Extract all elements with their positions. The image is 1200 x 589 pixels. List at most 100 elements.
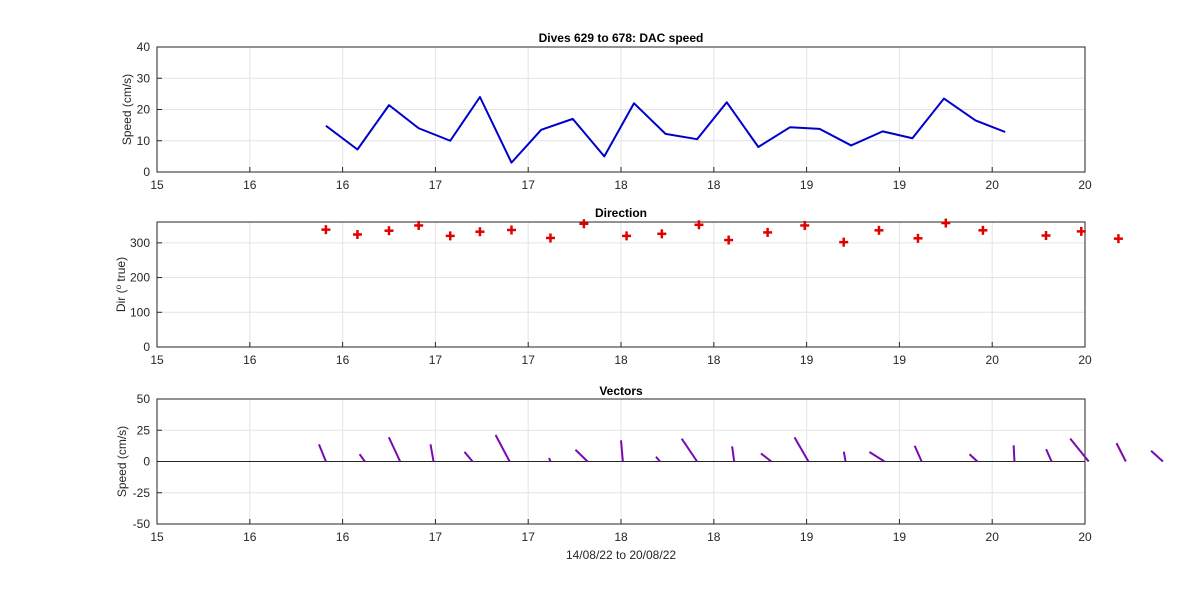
vector-stick [655,456,661,463]
x-tick-label: 16 [336,353,350,367]
direction-point [507,225,516,235]
vector-stick [1150,450,1164,463]
y-tick-label: 10 [137,134,151,148]
vectors-ticks: 15 16 16 17 17 18 18 19 19 20 20 -50 -25 0 25 50 [133,392,1092,544]
x-tick-label: 16 [336,178,350,192]
direction-point [763,227,773,237]
direction-markers [321,218,1123,247]
vector-stick [913,445,923,462]
direction-point [694,220,704,230]
speed-panel-title: Dives 629 to 678: DAC speed [539,31,704,45]
x-tick-label: 17 [522,530,536,544]
x-tick-label: 16 [243,530,257,544]
x-tick-label: 19 [893,530,907,544]
direction-panel-title: Direction [595,206,647,220]
direction-point [941,218,951,228]
x-tick-label: 17 [429,353,443,367]
x-tick-label: 19 [800,530,814,544]
direction-point [839,237,849,247]
y-tick-label: 25 [137,423,151,437]
vector-stick [1045,448,1053,462]
y-tick-label: -50 [133,517,151,531]
x-tick-label: 20 [986,530,1000,544]
x-tick-label: 19 [893,353,907,367]
direction-point [545,233,555,243]
vector-stick [731,446,736,462]
vector-stick [680,438,698,463]
vector-stick [574,449,589,463]
vector-stick [968,453,979,463]
x-tick-label: 19 [800,353,814,367]
vector-stick [358,453,366,463]
direction-point [622,231,632,241]
x-tick-label: 17 [429,178,443,192]
direction-point [978,225,988,235]
x-tick-label: 20 [986,353,1000,367]
vectors-x-axis-title: 14/08/22 to 20/08/22 [566,548,676,562]
direction-point [874,225,884,235]
vector-stick [318,443,327,462]
x-tick-label: 20 [1078,530,1092,544]
vector-stick [494,434,511,462]
direction-point [352,230,362,239]
x-tick-label: 18 [614,178,628,192]
x-tick-label: 17 [522,353,536,367]
direction-point [1041,231,1051,241]
x-tick-label: 17 [429,530,443,544]
y-tick-label: 100 [130,305,150,319]
vectors-panel: 15 16 16 17 17 18 18 19 19 20 20 -50 -25 0 25 50 Vector… [115,384,1164,562]
direction-point [579,219,589,229]
speed-panel: 15 16 16 17 17 18 18 19 19 20 20 0 10 20 30 40 Dives 62… [120,31,1092,192]
direction-point [800,220,810,230]
y-tick-label: 0 [143,455,150,469]
direction-point [321,225,331,235]
vector-stick [760,452,772,463]
x-tick-label: 16 [336,530,350,544]
x-tick-label: 16 [243,353,257,367]
x-tick-label: 20 [1078,178,1092,192]
y-tick-label: 0 [143,165,150,179]
x-tick-label: 19 [800,178,814,192]
direction-point [657,229,667,239]
y-tick-label: 0 [143,340,150,354]
vector-stick [842,451,847,462]
speed-series-line [325,96,1006,164]
speed-y-axis-title: Speed (cm/s) [120,74,134,145]
vectors-panel-title: Vectors [599,384,643,398]
vector-stick [1115,442,1127,462]
y-tick-label: 30 [137,71,151,85]
y-tick-label: -25 [133,486,151,500]
direction-point [414,220,424,230]
x-tick-label: 15 [150,530,164,544]
x-tick-label: 17 [522,178,536,192]
x-tick-label: 18 [707,530,721,544]
x-tick-label: 18 [614,530,628,544]
direction-point [445,231,455,241]
x-tick-label: 18 [614,353,628,367]
y-tick-label: 300 [130,236,150,250]
vector-sticks [318,434,1164,463]
y-tick-label: 20 [137,103,151,117]
direction-y-axis-title: Dir (o true) [114,257,129,312]
x-tick-label: 20 [986,178,1000,192]
y-tick-label: 200 [130,271,150,285]
vector-stick [1012,445,1016,462]
vector-stick [868,451,886,463]
x-tick-label: 16 [243,178,257,192]
x-tick-label: 18 [707,353,721,367]
vectors-y-axis-title: Speed (cm/s) [115,426,129,497]
vector-stick [387,436,402,462]
direction-point [475,227,485,237]
direction-point [1113,234,1123,244]
y-tick-label: 50 [137,392,151,406]
x-tick-label: 18 [707,178,721,192]
speed-ticks: 15 16 16 17 17 18 18 19 19 20 20 0 10 20 30 40 [137,40,1092,192]
x-tick-label: 19 [893,178,907,192]
direction-point [724,235,734,245]
vector-stick [793,436,810,463]
vector-stick [463,451,474,463]
direction-point [1076,226,1086,236]
